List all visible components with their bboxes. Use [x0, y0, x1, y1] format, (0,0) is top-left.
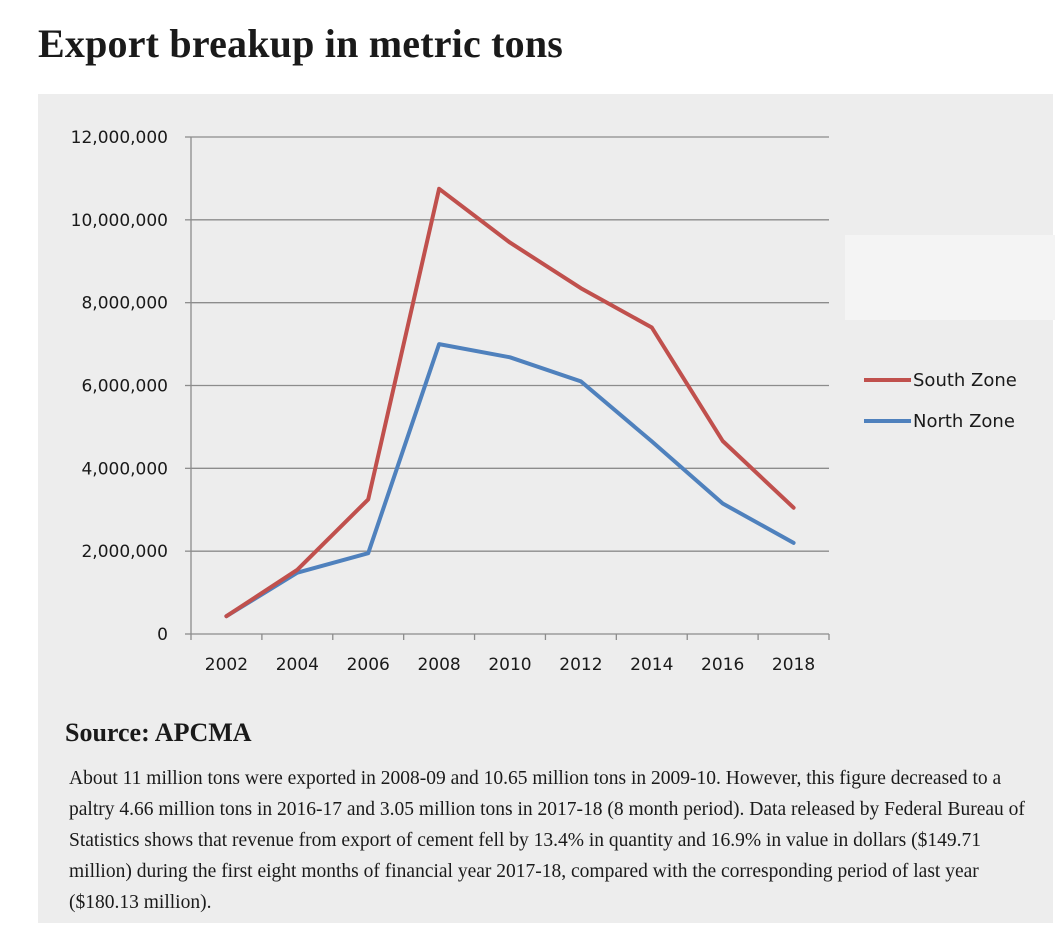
series-lines	[224, 186, 796, 619]
legend-label-north-zone: North Zone	[913, 411, 1015, 432]
x-tick-label: 2010	[488, 655, 531, 675]
legend: South Zone North Zone	[864, 370, 1017, 432]
y-tick-label: 10,000,000	[71, 211, 168, 231]
x-tick-label: 2016	[701, 655, 744, 675]
x-tick-label: 2002	[205, 655, 248, 675]
x-tick-label: 2006	[347, 655, 390, 675]
description-text: About 11 million tons were exported in 2…	[69, 768, 1025, 913]
x-tick-label: 2014	[630, 655, 673, 675]
x-tick-label: 2008	[417, 655, 460, 675]
chart-panel	[38, 94, 1053, 923]
series-line-south-zone	[224, 186, 796, 619]
legend-background	[845, 235, 1055, 320]
source-label: Source: APCMA	[65, 718, 252, 747]
y-tick-label: 8,000,000	[81, 294, 168, 314]
y-tick-label: 6,000,000	[81, 377, 168, 397]
y-tick-label: 4,000,000	[81, 459, 168, 479]
x-tick-label: 2012	[559, 655, 602, 675]
y-tick-label: 12,000,000	[71, 128, 168, 148]
y-tick-label: 0	[157, 625, 168, 645]
x-tick-label: 2018	[772, 655, 815, 675]
series-line-north-zone	[224, 342, 796, 619]
axes: 0 2,000,000 4,000,000 6,000,000 8,000,000 10,…	[71, 128, 830, 675]
page-title: Export breakup in metric tons	[38, 21, 564, 66]
x-tick-label: 2004	[276, 655, 319, 675]
y-tick-label: 2,000,000	[81, 542, 168, 562]
gridlines	[191, 136, 829, 552]
legend-label-south-zone: South Zone	[913, 370, 1017, 391]
